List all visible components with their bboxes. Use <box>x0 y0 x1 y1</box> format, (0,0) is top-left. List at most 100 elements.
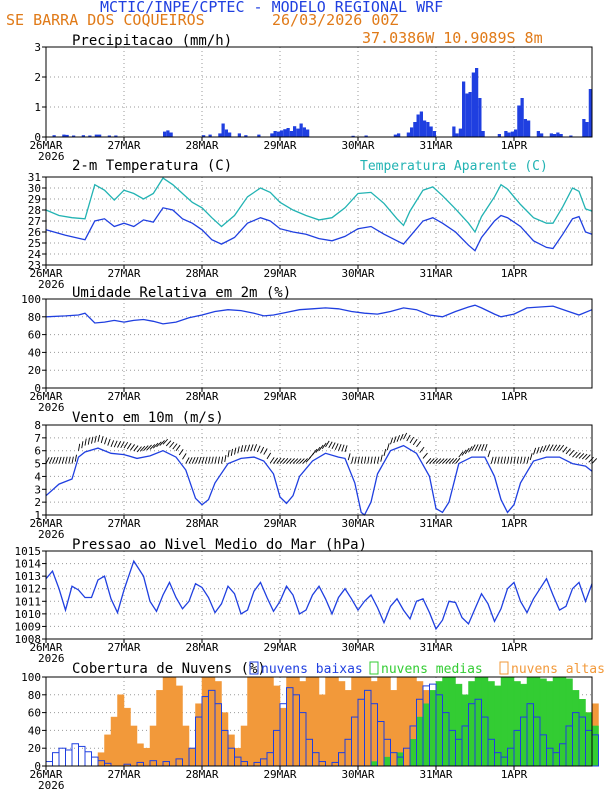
precip-bar <box>510 131 514 137</box>
cloud-bar-altas <box>338 681 346 767</box>
wind-barb <box>500 456 503 464</box>
cloud-bar-altas <box>221 712 229 767</box>
wind-barb <box>217 456 220 464</box>
temp-xtick-label: 30MAR <box>341 267 374 280</box>
wind-ytick-label: 4 <box>34 470 41 483</box>
precip-bar <box>569 135 573 137</box>
station-coordinates: 37.0386W 10.9089S 8m <box>362 29 543 47</box>
cloud-bar-medias <box>474 676 482 767</box>
precip-bar <box>289 131 293 137</box>
wind-barb <box>396 435 401 442</box>
precip-bar <box>244 135 248 137</box>
wind-xtick-label: 29MAR <box>263 517 296 530</box>
cloud-bar-medias <box>455 683 463 767</box>
rh-xtick-label: 1APR <box>501 390 528 403</box>
precip-bar <box>452 126 456 137</box>
wind-barb <box>533 447 537 455</box>
wind-ytick-label: 3 <box>34 483 41 496</box>
wind-barb <box>221 456 224 464</box>
rh-ytick-label: 100 <box>21 293 41 306</box>
temp-xtick-label: 26MAR <box>29 267 62 280</box>
temp-xtick-year: 2026 <box>38 278 65 291</box>
precip-bar <box>478 98 482 137</box>
wind-barb <box>523 456 526 464</box>
temp-xtick-label: 1APR <box>501 267 528 280</box>
precip-bar <box>270 133 274 137</box>
cloud-bar-medias <box>448 676 456 767</box>
wind-ytick-label: 8 <box>34 419 41 432</box>
mslp-ytick-label: 1008 <box>15 633 42 646</box>
cloud-bar-altas <box>130 725 138 767</box>
clouds-xtick-label: 27MAR <box>107 768 140 781</box>
precip-bar <box>166 130 170 137</box>
wind-barb <box>344 445 348 453</box>
wind-barb <box>227 450 230 458</box>
mslp-xtick-label: 28MAR <box>185 641 218 654</box>
precip-bar <box>65 134 69 137</box>
wind-barb <box>425 458 432 464</box>
wind-barb <box>328 441 333 449</box>
precip-bar <box>273 131 277 137</box>
precip-bar <box>293 126 297 137</box>
precip-bar <box>283 129 287 137</box>
cloud-bar-altas <box>247 676 255 767</box>
wind-barb <box>126 443 132 450</box>
cloud-bar-medias <box>507 676 515 767</box>
cloud-bar-altas <box>325 676 333 767</box>
temp-ytick-label: 31 <box>28 171 41 184</box>
wind-barb <box>536 446 540 454</box>
wind-barb <box>182 453 187 460</box>
precip-bar <box>416 114 420 137</box>
wind-barb <box>552 444 558 451</box>
wind-barb <box>565 448 571 455</box>
clouds-ytick-label: 100 <box>21 671 41 684</box>
rh-xtick-label: 28MAR <box>185 390 218 403</box>
wind-barb <box>139 445 146 452</box>
cloud-bar-medias <box>572 690 580 767</box>
cloud-bar-baixas <box>52 752 60 767</box>
mslp-xtick-label: 29MAR <box>263 641 296 654</box>
precip-bar <box>406 132 410 137</box>
precip-bar <box>397 133 401 137</box>
rh-ytick-label: 40 <box>28 346 41 359</box>
wind-barb <box>266 452 272 460</box>
precip-xtick-label: 1APR <box>501 139 528 152</box>
wind-barb <box>445 458 451 464</box>
cloud-bar-altas <box>260 676 268 767</box>
wind-ytick-label: 5 <box>34 458 41 471</box>
rh-xtick-label: 31MAR <box>419 390 452 403</box>
wind-barb <box>295 458 302 464</box>
wind-barb <box>204 456 208 464</box>
clouds-frame <box>45 676 593 767</box>
precip-xtick-label: 29MAR <box>263 139 296 152</box>
cloud-bar-medias <box>565 678 573 767</box>
precip-bar <box>88 135 92 137</box>
precip-bar <box>559 134 563 137</box>
cloud-bar-baixas <box>91 756 99 767</box>
precip-bar <box>94 134 98 137</box>
cloud-bar-medias <box>520 683 528 767</box>
clouds-xtick-label: 1APR <box>501 768 528 781</box>
wind-barb <box>419 446 425 453</box>
wind-barb <box>195 456 199 464</box>
precip-bar <box>432 131 436 137</box>
wind-barb <box>113 440 118 448</box>
cloud-bar-baixas <box>45 761 53 767</box>
cloud-bar-altas <box>370 681 378 767</box>
precip-bar <box>302 127 306 137</box>
precip-bar <box>540 133 544 137</box>
rh-xtick-year: 2026 <box>38 401 65 414</box>
wind-barb <box>224 454 227 463</box>
clouds-xtick-year: 2026 <box>38 779 65 792</box>
temp-xtick-label: 27MAR <box>107 267 140 280</box>
wind-barb <box>334 443 339 450</box>
cloud-bar-altas <box>175 685 183 767</box>
precip-bar <box>202 135 206 137</box>
cloud-bar-altas <box>162 676 170 767</box>
cloud-bar-altas <box>357 676 365 767</box>
precip-bar <box>458 128 462 137</box>
wind-barb <box>247 444 251 452</box>
wind-barb <box>380 454 383 462</box>
wind-ytick-label: 1 <box>34 509 41 522</box>
mslp-ytick-label: 1013 <box>15 570 42 583</box>
